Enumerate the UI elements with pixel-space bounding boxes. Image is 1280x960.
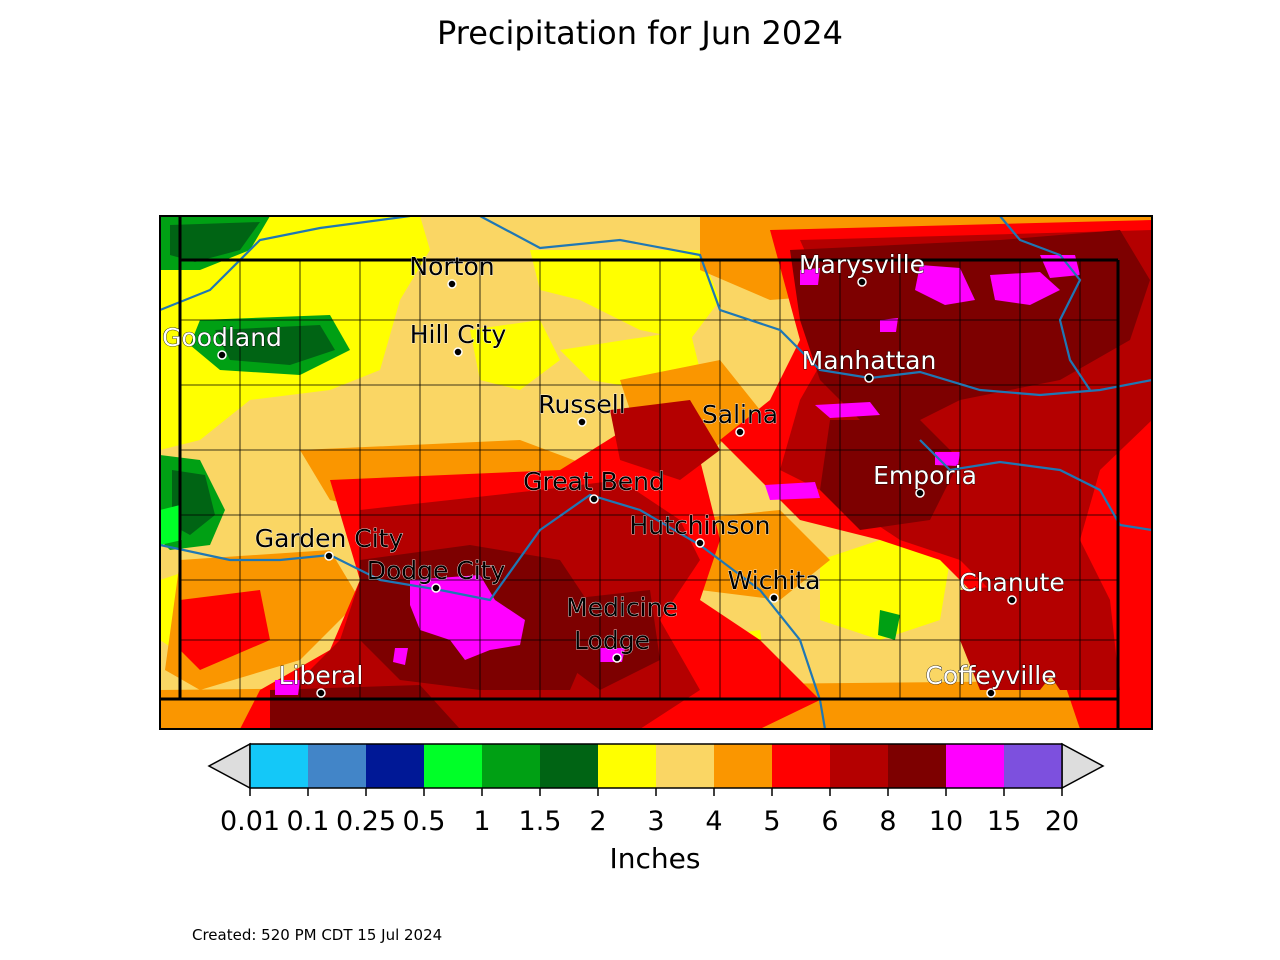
city-dot [1007, 595, 1017, 605]
colorbar-tick-label: 0.25 [336, 806, 396, 837]
city-markers: Norton Marysville Goodland Hill City Manhatt… [162, 250, 1065, 698]
city-label: Dodge City [367, 556, 506, 585]
city-dot [915, 488, 925, 498]
colorbar-tick-label: 6 [821, 806, 838, 837]
colorbar-tick-label: 1 [473, 806, 490, 837]
city-dot [316, 688, 326, 698]
city-label: Hutchinson [630, 511, 771, 540]
city-label: Salina [702, 400, 778, 429]
map-title: Precipitation for Jun 2024 [437, 14, 843, 52]
colorbar-swatch [714, 744, 773, 788]
county-grid [180, 260, 1118, 700]
city-dot [864, 373, 874, 383]
colorbar-swatch [308, 744, 367, 788]
city-dot [695, 538, 705, 548]
city-label: Coffeyville [925, 661, 1056, 690]
colorbar-swatch [656, 744, 715, 788]
colorbar: 0.01 0.1 0.25 0.5 1 1.5 2 3 4 5 6 8 10 15 20 [207, 742, 1105, 837]
colorbar-tick-label: 20 [1045, 806, 1079, 837]
created-timestamp: Created: 520 PM CDT 15 Jul 2024 [192, 926, 443, 944]
colorbar-swatch [598, 744, 657, 788]
colorbar-swatch [540, 744, 599, 788]
city-dot [612, 653, 622, 663]
city-dot [577, 417, 587, 427]
city-dot [986, 688, 996, 698]
colorbar-tick-label: 4 [705, 806, 722, 837]
colorbar-tick-label: 10 [929, 806, 963, 837]
colorbar-extend-high [1061, 742, 1105, 790]
colorbar-tick-label: 1.5 [519, 806, 562, 837]
state-borders [160, 216, 1120, 729]
city-label: Marysville [799, 250, 925, 279]
city-dot [769, 593, 779, 603]
colorbar-tick-label: 8 [879, 806, 896, 837]
city-label: Chanute [959, 568, 1065, 597]
colorbar-tick-label: 0.1 [287, 806, 330, 837]
city-label: Manhattan [802, 346, 937, 375]
city-dot [217, 350, 227, 360]
city-dot [735, 427, 745, 437]
city-dot [589, 494, 599, 504]
city-label: Lodge [574, 626, 650, 655]
colorbar-swatch [482, 744, 541, 788]
city-dot [857, 277, 867, 287]
colorbar-swatch [424, 744, 483, 788]
city-label: Garden City [255, 524, 404, 553]
colorbar-swatch [250, 744, 309, 788]
city-label: Russell [538, 390, 625, 419]
colorbar-tick-label: 3 [647, 806, 664, 837]
colorbar-tick-label: 5 [763, 806, 780, 837]
city-dot [447, 279, 457, 289]
map-frame [159, 215, 1153, 730]
precip-field [160, 216, 1152, 729]
rivers [160, 216, 1152, 729]
city-label: Great Bend [523, 467, 665, 496]
city-label: Goodland [162, 323, 282, 352]
colorbar-extend-low [207, 742, 251, 790]
colorbar-swatch [1004, 744, 1063, 788]
city-label: Emporia [873, 461, 977, 490]
city-label: Liberal [279, 661, 364, 690]
colorbar-tick-label: 0.01 [220, 806, 280, 837]
city-label: Norton [409, 252, 494, 281]
city-label: Wichita [728, 566, 821, 595]
city-dot [324, 551, 334, 561]
colorbar-swatch [772, 744, 831, 788]
colorbar-swatch [830, 744, 889, 788]
colorbar-unit-label: Inches [609, 842, 701, 875]
city-label: Medicine [566, 593, 678, 622]
colorbar-swatch [366, 744, 425, 788]
colorbar-tick-label: 2 [589, 806, 606, 837]
city-label: Hill City [410, 320, 507, 349]
colorbar-swatch [946, 744, 1005, 788]
city-dot [453, 347, 463, 357]
colorbar-tick-label: 0.5 [403, 806, 446, 837]
colorbar-swatch [888, 744, 947, 788]
colorbar-tick-label: 15 [987, 806, 1021, 837]
city-dot [431, 583, 441, 593]
